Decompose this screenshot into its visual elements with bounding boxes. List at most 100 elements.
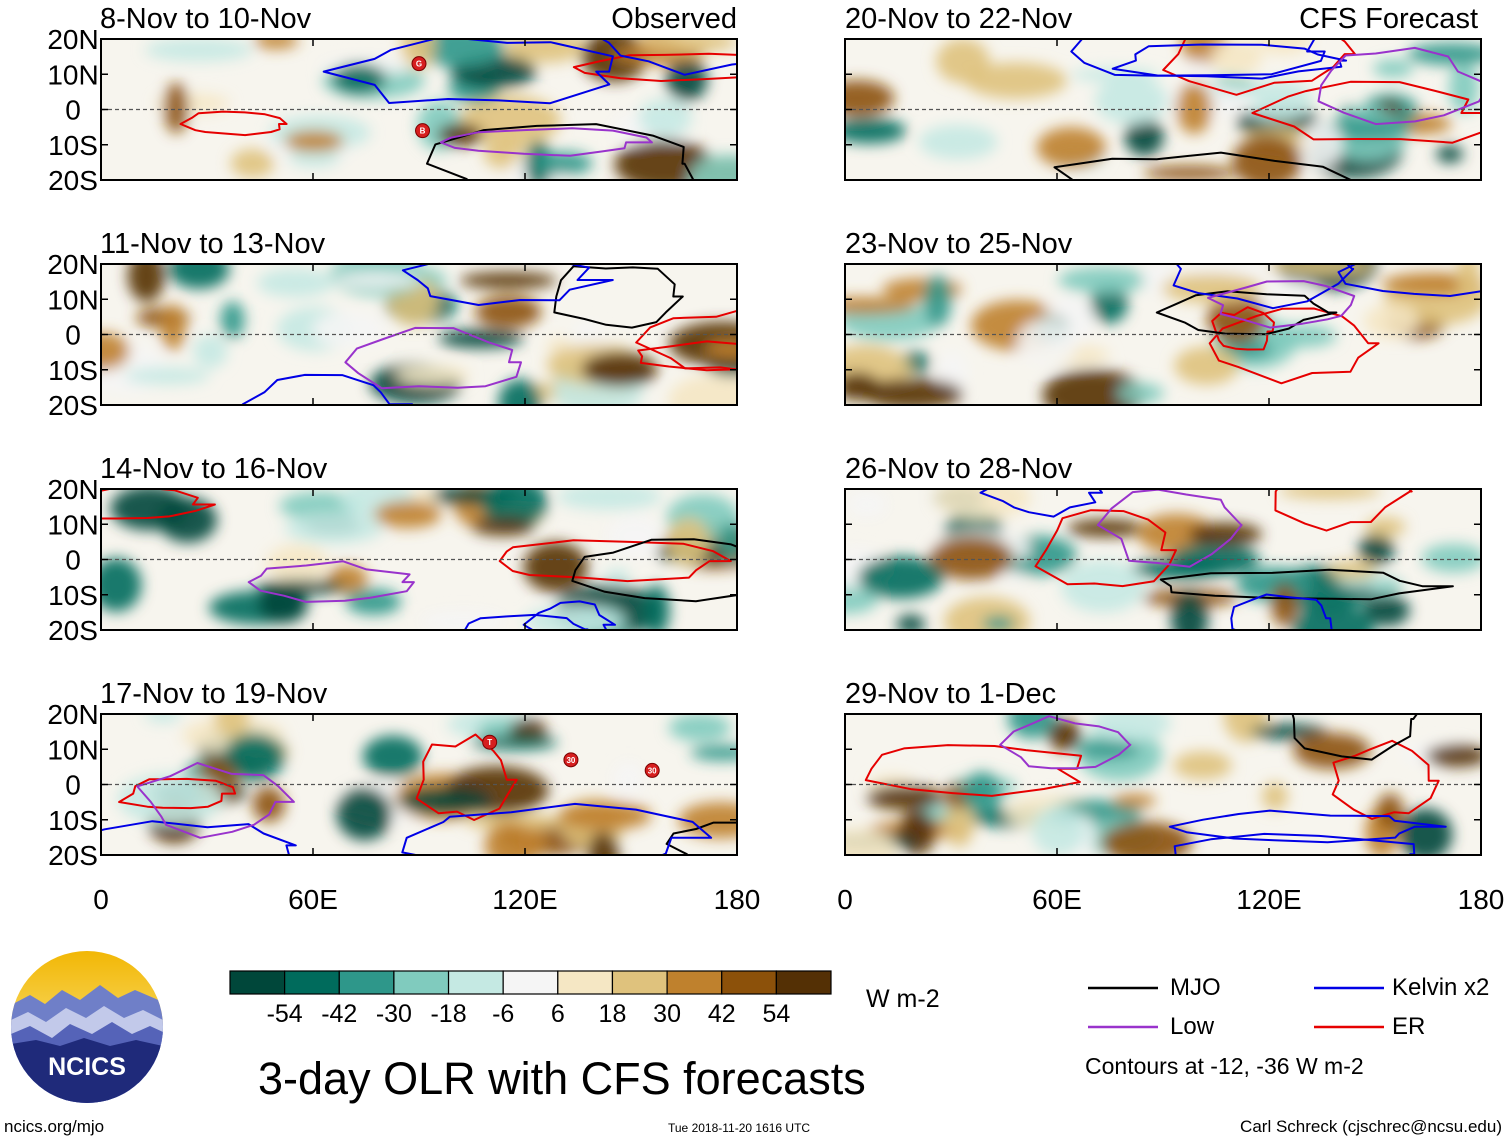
olr-anomaly (1262, 782, 1288, 811)
olr-anomaly (557, 489, 662, 510)
colorbar-tick-label: -18 (430, 1000, 466, 1028)
olr-panel-obs-1: G B 20N 10N 0 10S 20S (47, 24, 738, 196)
olr-anomaly (1292, 603, 1375, 630)
colorbar-tick-label: 30 (653, 1000, 681, 1028)
colorbar-swatch (721, 970, 777, 995)
olr-anomaly (1176, 81, 1212, 134)
olr-anomaly (334, 272, 421, 288)
storm-marker-label: T (487, 738, 492, 747)
olr-anomaly (668, 374, 737, 405)
contour-line (1291, 714, 1419, 761)
olr-anomaly (637, 39, 737, 53)
olr-anomaly (484, 821, 536, 855)
olr-anomaly (1067, 519, 1146, 538)
colorbar-tick-label: -54 (267, 1000, 303, 1028)
olr-anomaly (535, 151, 593, 176)
contour-line (1251, 80, 1481, 144)
olr-panel-obs-3: 20N 10N 0 10S 20S (47, 474, 738, 646)
contour-note: Contours at -12, -36 W m-2 (1085, 1053, 1364, 1079)
olr-anomaly (144, 714, 182, 723)
olr-anomaly (719, 522, 737, 562)
colorbar-unit: W m-2 (866, 985, 940, 1013)
olr-anomaly (1101, 821, 1193, 855)
olr-anomaly (420, 610, 507, 630)
olr-anomaly (581, 352, 658, 387)
panel-title-fc-3: 26-Nov to 28-Nov (845, 453, 1073, 485)
storm-marker-label: G (416, 60, 422, 69)
olr-anomaly (1364, 303, 1419, 339)
contour-line (1159, 568, 1454, 601)
olr-anomaly (336, 787, 393, 841)
olr-anomaly (1425, 744, 1481, 767)
olr-panel-obs-4: T 30 30 20N 10N 0 10S 20S 0 60E 120E 180 (47, 699, 761, 915)
olr-anomaly (256, 268, 334, 298)
olr-panel-fc-3 (844, 488, 1482, 631)
contour-line (118, 777, 237, 810)
contour-line (1208, 307, 1380, 385)
olr-anomaly (312, 311, 385, 348)
colorbar-tick-label: 54 (762, 1000, 790, 1028)
olr-anomaly (252, 786, 286, 823)
colorbar-swatch (557, 970, 614, 995)
olr-anomaly (266, 544, 329, 584)
panel-title-fc-2: 23-Nov to 25-Nov (845, 228, 1073, 260)
panel-title-fc-4: 29-Nov to 1-Dec (845, 678, 1057, 710)
olr-anomaly (1173, 751, 1232, 780)
x-tick-label: 180 (1458, 884, 1505, 915)
legend-label-er: ER (1392, 1013, 1426, 1040)
x-tick-label: 120E (492, 884, 557, 915)
y-tick-label: 10N (47, 509, 98, 540)
panel-title-obs-4: 17-Nov to 19-Nov (100, 678, 328, 710)
olr-anomaly (256, 579, 347, 595)
panel-title-obs-2: 11-Nov to 13-Nov (100, 228, 326, 260)
olr-anomaly (1300, 121, 1343, 168)
olr-anomaly (1364, 517, 1406, 537)
olr-anomaly (964, 62, 1068, 99)
y-tick-label: 10S (48, 130, 98, 161)
contour-line (401, 802, 713, 855)
contour-line (1034, 509, 1177, 588)
olr-anomaly (223, 733, 285, 782)
contour-line (1317, 46, 1481, 126)
olr-anomaly (1061, 560, 1145, 613)
storm-marker: B (415, 123, 431, 139)
olr-anomaly (498, 379, 542, 405)
olr-anomaly (606, 515, 664, 558)
olr-anomaly (331, 63, 387, 95)
figure-title: 3-day OLR with CFS forecasts (258, 1053, 866, 1104)
panel-title-obs-1: 8-Nov to 10-Nov (100, 3, 312, 35)
y-tick-label: 20S (48, 390, 98, 421)
olr-anomaly (962, 771, 1002, 815)
x-tick-label: 120E (1236, 884, 1301, 915)
olr-anomaly (284, 130, 344, 153)
olr-anomaly (1094, 76, 1168, 125)
olr-anomaly (898, 810, 936, 855)
olr-anomaly (193, 334, 228, 369)
olr-anomaly (666, 517, 710, 566)
storm-marker-label: B (420, 127, 426, 136)
olr-anomaly (1170, 591, 1209, 630)
olr-anomaly (557, 801, 652, 831)
legend-label-kelvin: Kelvin x2 (1392, 974, 1490, 1001)
olr-anomaly (284, 513, 383, 544)
colorbar-tick-label: -42 (321, 1000, 357, 1028)
olr-anomaly (164, 82, 189, 134)
contour-line (322, 39, 614, 105)
contour-line (1207, 280, 1356, 329)
x-tick-label: 60E (1032, 884, 1082, 915)
olr-anomaly (1268, 264, 1374, 275)
olr-anomaly (1210, 39, 1263, 76)
olr-anomaly (1036, 127, 1106, 169)
y-tick-label: 0 (65, 320, 81, 351)
contour-line (247, 560, 415, 603)
olr-anomaly (1031, 805, 1086, 855)
contour-line (1211, 306, 1275, 351)
colorbar-swatch (502, 970, 559, 995)
olr-anomaly (398, 787, 492, 815)
contour-line (864, 744, 1083, 797)
olr-anomaly (845, 80, 895, 117)
x-tick-label: 180 (714, 884, 761, 915)
legend (1088, 986, 1384, 1029)
olr-anomaly (345, 588, 402, 615)
olr-anomaly (1372, 59, 1414, 78)
